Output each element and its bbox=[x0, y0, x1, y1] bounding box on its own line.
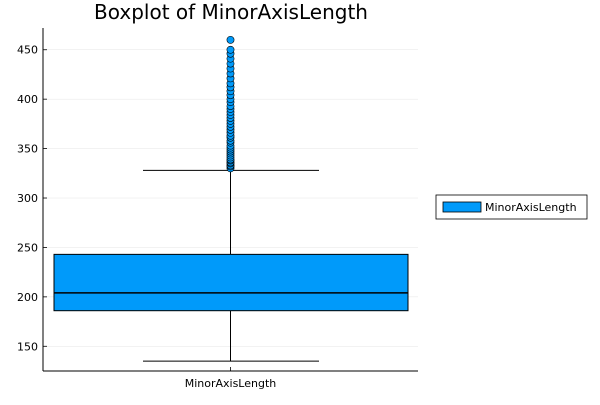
legend-label: MinorAxisLength bbox=[485, 201, 577, 214]
iqr-box bbox=[53, 253, 409, 312]
legend: MinorAxisLength bbox=[435, 194, 588, 220]
box-series bbox=[53, 169, 409, 362]
y-tick-label: 150 bbox=[17, 340, 38, 353]
outlier-point bbox=[226, 45, 235, 54]
legend-swatch bbox=[442, 201, 482, 213]
y-tick-label: 350 bbox=[17, 143, 38, 156]
y-tick-label: 300 bbox=[17, 192, 38, 205]
y-tick-label: 250 bbox=[17, 241, 38, 254]
outlier-point bbox=[226, 35, 235, 44]
outlier-points bbox=[226, 35, 235, 173]
y-tick-label: 400 bbox=[17, 93, 38, 106]
y-tick-label: 200 bbox=[17, 291, 38, 304]
chart-title: Boxplot of MinorAxisLength bbox=[94, 0, 368, 24]
x-tick-label: MinorAxisLength bbox=[185, 377, 277, 390]
y-tick-label: 450 bbox=[17, 44, 38, 57]
axes: 150 200 250 300 350 400 450 MinorAxisLength bbox=[17, 28, 418, 390]
